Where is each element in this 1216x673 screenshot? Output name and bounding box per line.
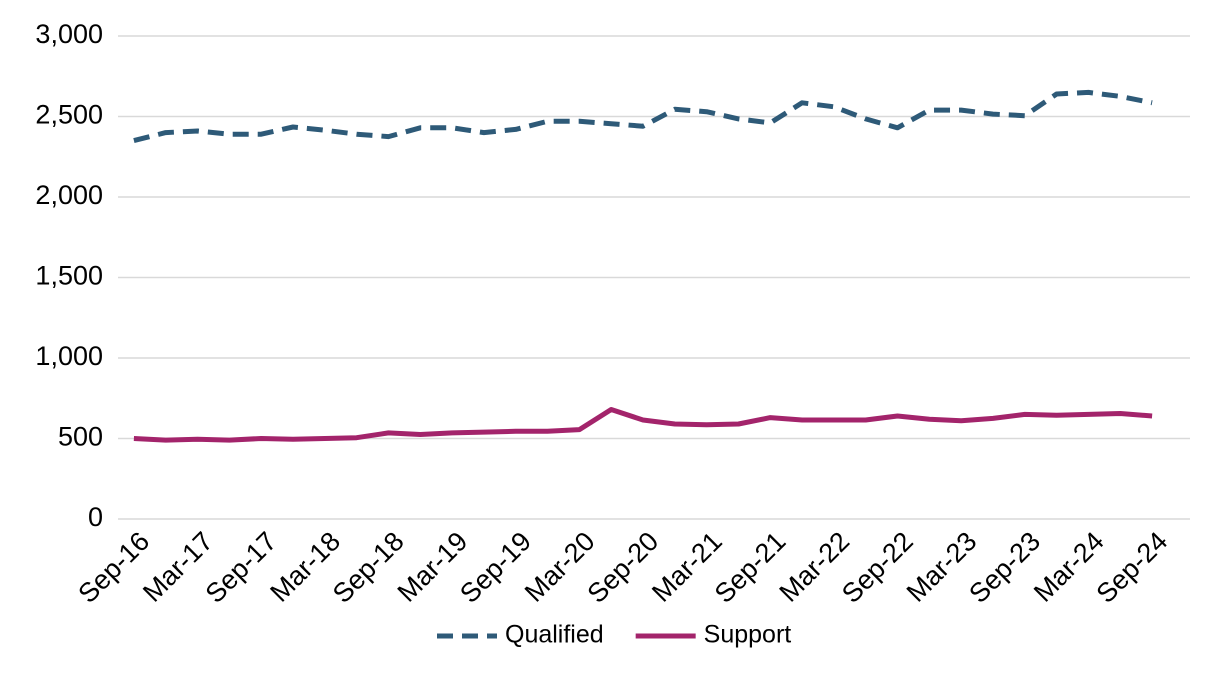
y-tick-label: 3,000 [35,19,103,49]
x-tick-label: Sep-24 [1091,526,1174,609]
x-tick-label: Sep-22 [836,526,919,609]
x-tick-label: Sep-21 [709,526,792,609]
y-tick-label: 1,000 [35,341,103,371]
y-tick-label: 2,000 [35,180,103,210]
x-tick-label: Sep-19 [454,526,537,609]
x-tick-label: Sep-16 [72,526,155,609]
y-tick-label: 0 [88,502,103,532]
x-tick-label: Sep-23 [963,526,1046,609]
series-line [133,89,1153,144]
y-tick-label: 2,500 [35,100,103,130]
x-tick-label: Sep-18 [327,526,410,609]
legend-label: Support [704,621,792,649]
legend-label: Qualified [505,621,604,649]
x-tick-label: Sep-17 [200,526,283,609]
x-tick-label: Sep-20 [581,526,664,609]
y-tick-label: 500 [58,422,103,452]
series-line [133,407,1153,443]
y-tick-label: 1,500 [35,261,103,291]
